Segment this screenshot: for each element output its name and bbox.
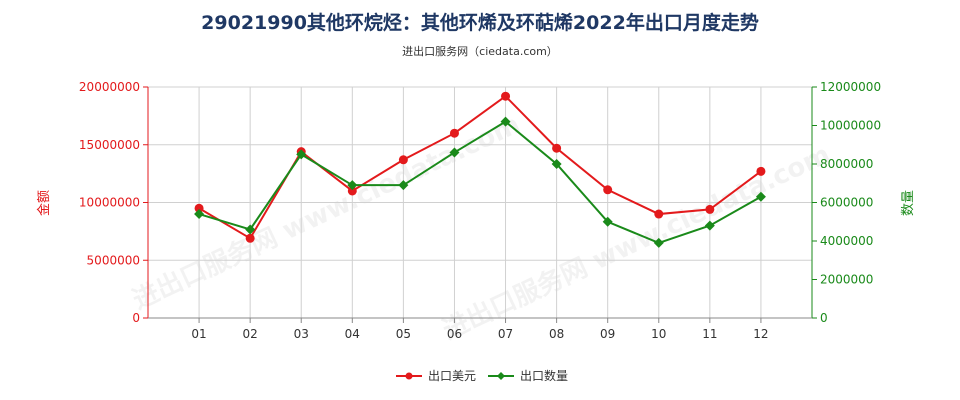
chart-subtitle: 进出口服务网（ciedata.com） xyxy=(402,44,558,58)
right-axis-tick-label: 2000000 xyxy=(820,273,873,287)
watermark-text: 进出口服务网 www.ciedata.com xyxy=(128,110,525,316)
x-axis-tick-label: 09 xyxy=(600,327,615,341)
legend-label: 出口数量 xyxy=(520,368,568,383)
data-point-circle xyxy=(756,166,766,176)
data-point-circle xyxy=(705,204,715,214)
axes-layer: 0 5000000 10000000 15000000 20000000 0 2000000… xyxy=(79,80,881,341)
right-axis-tick-label: 6000000 xyxy=(820,196,873,210)
legend-marker-diamond xyxy=(497,372,505,380)
right-axis-tick-label: 12000000 xyxy=(820,80,881,94)
series-layer xyxy=(194,91,766,248)
data-point-diamond xyxy=(704,220,715,231)
legend-marker-circle xyxy=(405,372,413,380)
data-point-circle xyxy=(194,203,204,213)
x-axis-tick-label: 08 xyxy=(549,327,564,341)
data-point-diamond xyxy=(602,216,613,227)
right-axis-tick-label: 10000000 xyxy=(820,119,881,133)
data-point-circle xyxy=(552,143,562,153)
data-point-circle xyxy=(654,209,664,219)
left-axis-label: 金额 xyxy=(36,190,52,216)
x-axis-tick-label: 07 xyxy=(498,327,513,341)
watermark-text: 进出口服务网 www.ciedata.com xyxy=(438,140,835,346)
series-line-2 xyxy=(198,120,762,244)
chart-title: 29021990其他环烷烃：其他环烯及环萜烯2022年出口月度走势 xyxy=(201,11,759,34)
x-axis-tick-label: 06 xyxy=(447,327,462,341)
legend: 出口美元 出口数量 xyxy=(396,368,568,383)
data-point-circle xyxy=(603,185,613,195)
right-axis-tick-label: 4000000 xyxy=(820,234,873,248)
left-axis-tick-label: 10000000 xyxy=(79,196,140,210)
x-axis-tick-label: 04 xyxy=(345,327,360,341)
data-point-diamond xyxy=(449,147,460,158)
data-point-circle xyxy=(449,128,459,138)
data-point-diamond xyxy=(245,224,256,235)
data-point-diamond xyxy=(755,191,766,202)
data-point-circle xyxy=(398,155,408,165)
data-point-diamond xyxy=(398,180,409,191)
legend-label: 出口美元 xyxy=(428,369,476,383)
data-point-circle xyxy=(347,186,357,196)
data-point-circle xyxy=(245,233,255,243)
left-axis-tick-label: 0 xyxy=(132,311,140,325)
x-axis-tick-label: 10 xyxy=(651,327,666,341)
data-point-diamond xyxy=(551,159,562,169)
x-axis-tick-label: 03 xyxy=(294,327,309,341)
data-point-diamond xyxy=(194,209,205,220)
data-point-circle xyxy=(501,91,511,101)
left-axis-tick-label: 5000000 xyxy=(87,253,140,267)
grid-layer xyxy=(147,86,813,319)
x-axis-tick-label: 02 xyxy=(243,327,258,341)
right-axis-label: 数量 xyxy=(901,190,916,216)
data-point-diamond xyxy=(500,116,511,127)
data-point-diamond xyxy=(347,180,358,191)
data-point-diamond xyxy=(653,237,664,248)
left-axis-tick-label: 20000000 xyxy=(79,80,140,94)
right-axis-tick-label: 0 xyxy=(820,311,828,325)
right-axis-tick-label: 8000000 xyxy=(820,157,873,171)
x-axis-tick-label: 05 xyxy=(396,327,411,341)
x-axis-tick-label: 11 xyxy=(702,327,717,341)
data-point-diamond xyxy=(296,149,307,160)
x-axis-tick-label: 01 xyxy=(191,327,206,341)
left-axis-tick-label: 15000000 xyxy=(79,138,140,152)
x-axis-tick-label: 12 xyxy=(753,327,768,341)
